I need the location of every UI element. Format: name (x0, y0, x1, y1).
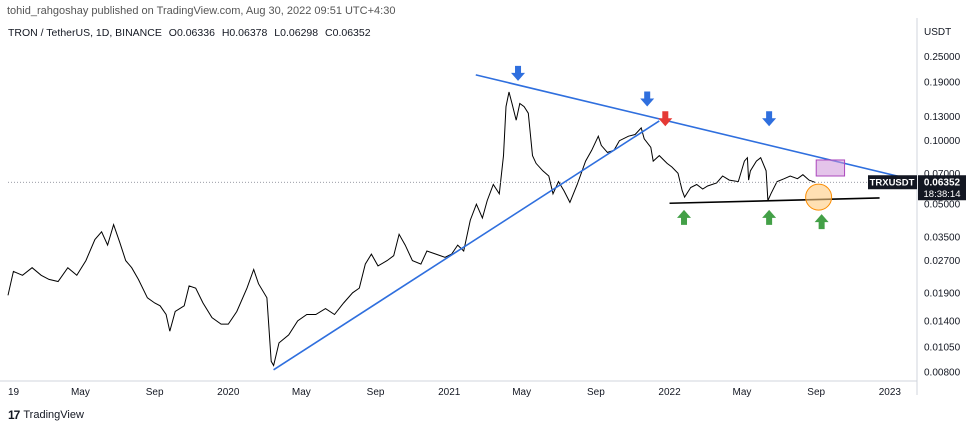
tradingview-logo-icon: 17 (8, 408, 20, 422)
arrow-up-icon (762, 209, 777, 225)
arrow-up-icon (677, 209, 692, 225)
last-price-badge (918, 175, 966, 201)
bar-countdown-label: 18:38:14 (924, 189, 961, 200)
time-tick-label: May (292, 387, 311, 398)
price-tick-label: 0.01900 (924, 288, 961, 299)
price-tick-label: 0.10000 (924, 136, 961, 147)
price-tick-label: 0.05000 (924, 200, 961, 211)
time-tick-label: Sep (367, 387, 385, 398)
time-tick-label: Sep (146, 387, 164, 398)
price-tick-label: 0.13000 (924, 112, 961, 123)
time-tick-label: May (512, 387, 531, 398)
ohlc-open: O0.06336 (168, 27, 215, 39)
ticker-badge (868, 175, 917, 190)
publish-bar: tohid_rahgoshay published on TradingView… (0, 0, 975, 22)
price-tick-label: 0.00800 (924, 368, 961, 379)
ohlc-close: C0.06352 (325, 27, 371, 39)
time-tick-label: 2020 (217, 387, 240, 398)
time-tick-label: 19 (8, 387, 20, 398)
price-tick-label: 0.07000 (924, 169, 961, 180)
ohlc-low: L0.06298 (274, 27, 319, 39)
price-series-line (7, 91, 816, 367)
target-zone-circle (805, 183, 833, 211)
arrow-down-icon (640, 91, 655, 107)
horizontal-support-trendline (669, 197, 880, 205)
footer-brand: TradingView (23, 409, 84, 421)
footer: 17 TradingView (8, 408, 84, 422)
price-tick-label: 0.03500 (924, 232, 961, 243)
time-tick-label: May (71, 387, 90, 398)
ohlc-high: H0.06378 (221, 27, 268, 39)
arrow-down-icon (762, 111, 777, 127)
price-tick-label: 0.19000 (924, 77, 961, 88)
symbol-title[interactable]: TRON / TetherUS, 1D, BINANCE (8, 27, 162, 39)
time-tick-label: 2023 (879, 387, 902, 398)
ascending-support-trendline (273, 120, 660, 371)
price-tick-label: 0.01400 (924, 316, 961, 327)
target-zone-box (815, 159, 846, 177)
price-axis-unit: USDT (924, 27, 951, 38)
time-tick-label: Sep (807, 387, 825, 398)
price-tick-label: 0.02700 (924, 256, 961, 267)
ticker-label: TRXUSDT (870, 178, 915, 189)
published-info: tohid_rahgoshay published on TradingView… (7, 5, 396, 17)
time-tick-label: 2022 (658, 387, 681, 398)
time-tick-label: Sep (587, 387, 605, 398)
arrow-up-icon (814, 214, 829, 230)
price-tick-label: 0.25000 (924, 52, 961, 63)
price-tick-label: 0.01050 (924, 343, 961, 354)
symbol-legend: TRON / TetherUS, 1D, BINANCE O0.06336 H0… (8, 27, 375, 39)
time-tick-label: May (733, 387, 752, 398)
last-price-label: 0.06352 (924, 178, 961, 189)
time-tick-label: 2021 (438, 387, 461, 398)
arrow-down-icon (511, 65, 526, 81)
arrow-down-icon (658, 111, 673, 127)
